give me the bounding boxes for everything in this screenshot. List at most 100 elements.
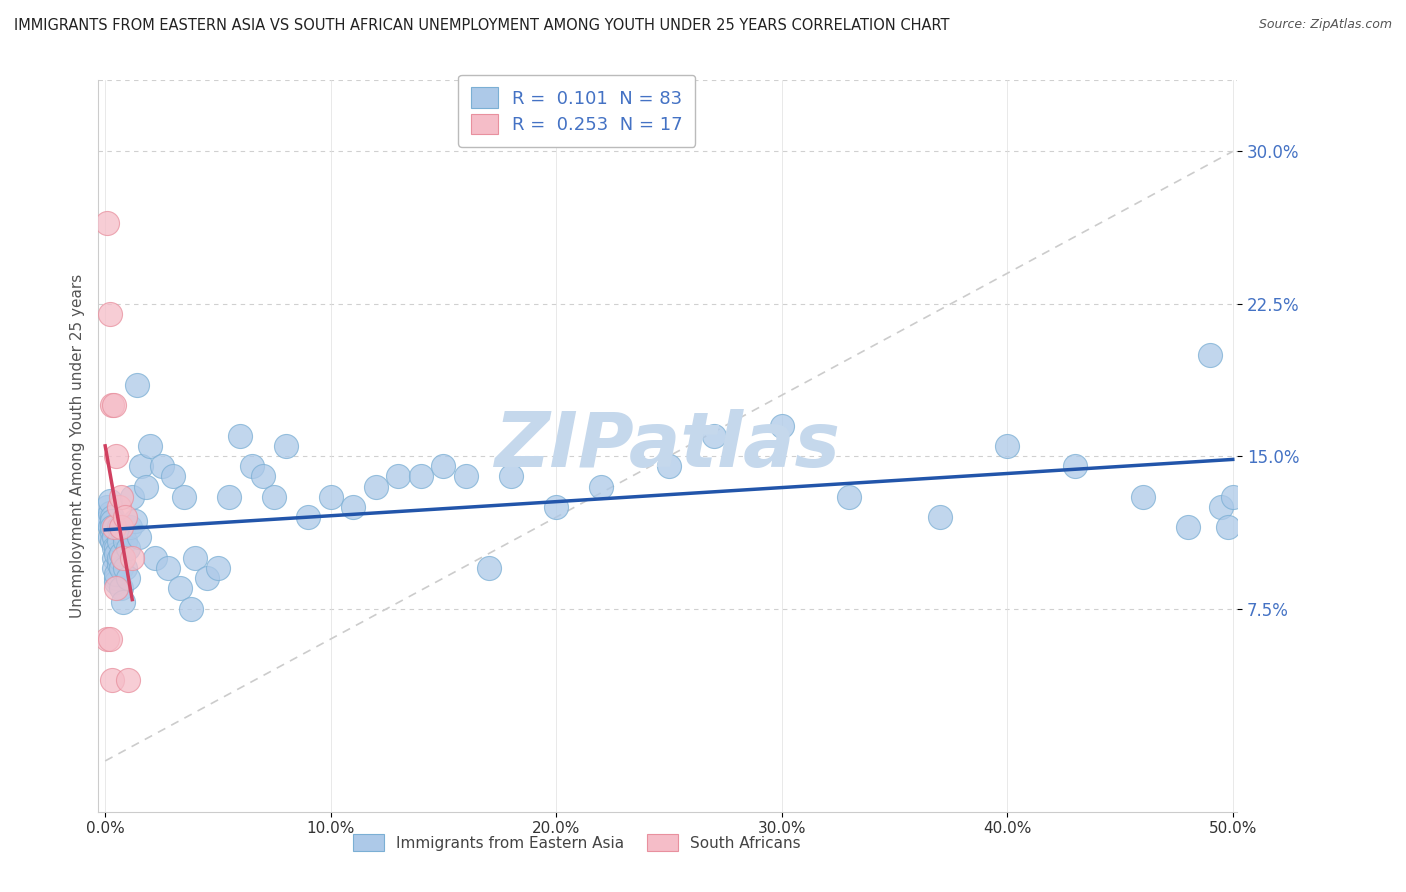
Point xyxy=(112,595,135,609)
Point xyxy=(135,480,157,494)
Point xyxy=(387,469,409,483)
Point xyxy=(107,557,129,571)
Point xyxy=(110,490,132,504)
Point xyxy=(143,550,166,565)
Point xyxy=(121,550,143,565)
Point xyxy=(98,307,121,321)
Point xyxy=(995,439,1018,453)
Point xyxy=(98,530,121,544)
Point xyxy=(195,571,218,585)
Point xyxy=(162,469,184,483)
Point xyxy=(1199,348,1222,362)
Point xyxy=(409,469,432,483)
Point xyxy=(98,520,121,534)
Point xyxy=(112,550,135,565)
Point xyxy=(103,398,125,412)
Point xyxy=(105,567,128,582)
Point xyxy=(1218,520,1240,534)
Point xyxy=(101,520,124,534)
Point xyxy=(297,510,319,524)
Point xyxy=(96,632,118,646)
Point xyxy=(98,494,121,508)
Point xyxy=(1064,459,1087,474)
Point xyxy=(105,541,128,555)
Point xyxy=(139,439,162,453)
Point xyxy=(107,550,129,565)
Point xyxy=(101,526,124,541)
Point xyxy=(263,490,285,504)
Point xyxy=(117,541,139,555)
Point xyxy=(101,514,124,528)
Point xyxy=(101,398,124,412)
Point xyxy=(110,561,132,575)
Point xyxy=(103,550,125,565)
Point xyxy=(110,547,132,561)
Point xyxy=(546,500,568,514)
Point xyxy=(101,534,124,549)
Point xyxy=(98,506,121,520)
Point xyxy=(105,571,128,585)
Point xyxy=(1211,500,1233,514)
Point xyxy=(252,469,274,483)
Point xyxy=(103,541,125,555)
Point xyxy=(107,534,129,549)
Text: ZIPatlas: ZIPatlas xyxy=(495,409,841,483)
Point xyxy=(1222,490,1244,504)
Point xyxy=(118,520,141,534)
Point xyxy=(110,520,132,534)
Point xyxy=(703,429,725,443)
Point xyxy=(150,459,173,474)
Point xyxy=(107,500,129,514)
Point xyxy=(319,490,342,504)
Point xyxy=(105,449,128,463)
Point xyxy=(117,673,139,687)
Text: IMMIGRANTS FROM EASTERN ASIA VS SOUTH AFRICAN UNEMPLOYMENT AMONG YOUTH UNDER 25 : IMMIGRANTS FROM EASTERN ASIA VS SOUTH AF… xyxy=(14,18,949,33)
Point xyxy=(112,526,135,541)
Point xyxy=(180,601,202,615)
Point xyxy=(103,530,125,544)
Point xyxy=(103,561,125,575)
Point xyxy=(770,418,793,433)
Point xyxy=(838,490,860,504)
Point xyxy=(101,673,124,687)
Point xyxy=(110,581,132,595)
Point xyxy=(173,490,195,504)
Point xyxy=(124,514,146,528)
Point xyxy=(128,530,150,544)
Y-axis label: Unemployment Among Youth under 25 years: Unemployment Among Youth under 25 years xyxy=(69,274,84,618)
Point xyxy=(928,510,950,524)
Point xyxy=(114,510,136,524)
Point xyxy=(454,469,477,483)
Legend: Immigrants from Eastern Asia, South Africans: Immigrants from Eastern Asia, South Afri… xyxy=(346,826,808,859)
Point xyxy=(591,480,613,494)
Point xyxy=(114,561,136,575)
Point xyxy=(342,500,364,514)
Point xyxy=(240,459,263,474)
Point xyxy=(125,378,148,392)
Point xyxy=(658,459,681,474)
Point xyxy=(105,547,128,561)
Point xyxy=(184,550,207,565)
Point xyxy=(477,561,499,575)
Point xyxy=(107,520,129,534)
Point xyxy=(103,520,125,534)
Point xyxy=(169,581,191,595)
Point xyxy=(121,490,143,504)
Point xyxy=(96,510,118,524)
Point xyxy=(96,514,118,528)
Point xyxy=(96,500,118,514)
Point xyxy=(1132,490,1154,504)
Text: Source: ZipAtlas.com: Source: ZipAtlas.com xyxy=(1258,18,1392,31)
Point xyxy=(501,469,523,483)
Point xyxy=(96,215,118,229)
Point xyxy=(218,490,240,504)
Point xyxy=(129,459,152,474)
Point xyxy=(98,632,121,646)
Point xyxy=(114,534,136,549)
Point xyxy=(157,561,180,575)
Point xyxy=(117,571,139,585)
Point xyxy=(105,575,128,590)
Point xyxy=(432,459,454,474)
Point xyxy=(1177,520,1199,534)
Point xyxy=(101,510,124,524)
